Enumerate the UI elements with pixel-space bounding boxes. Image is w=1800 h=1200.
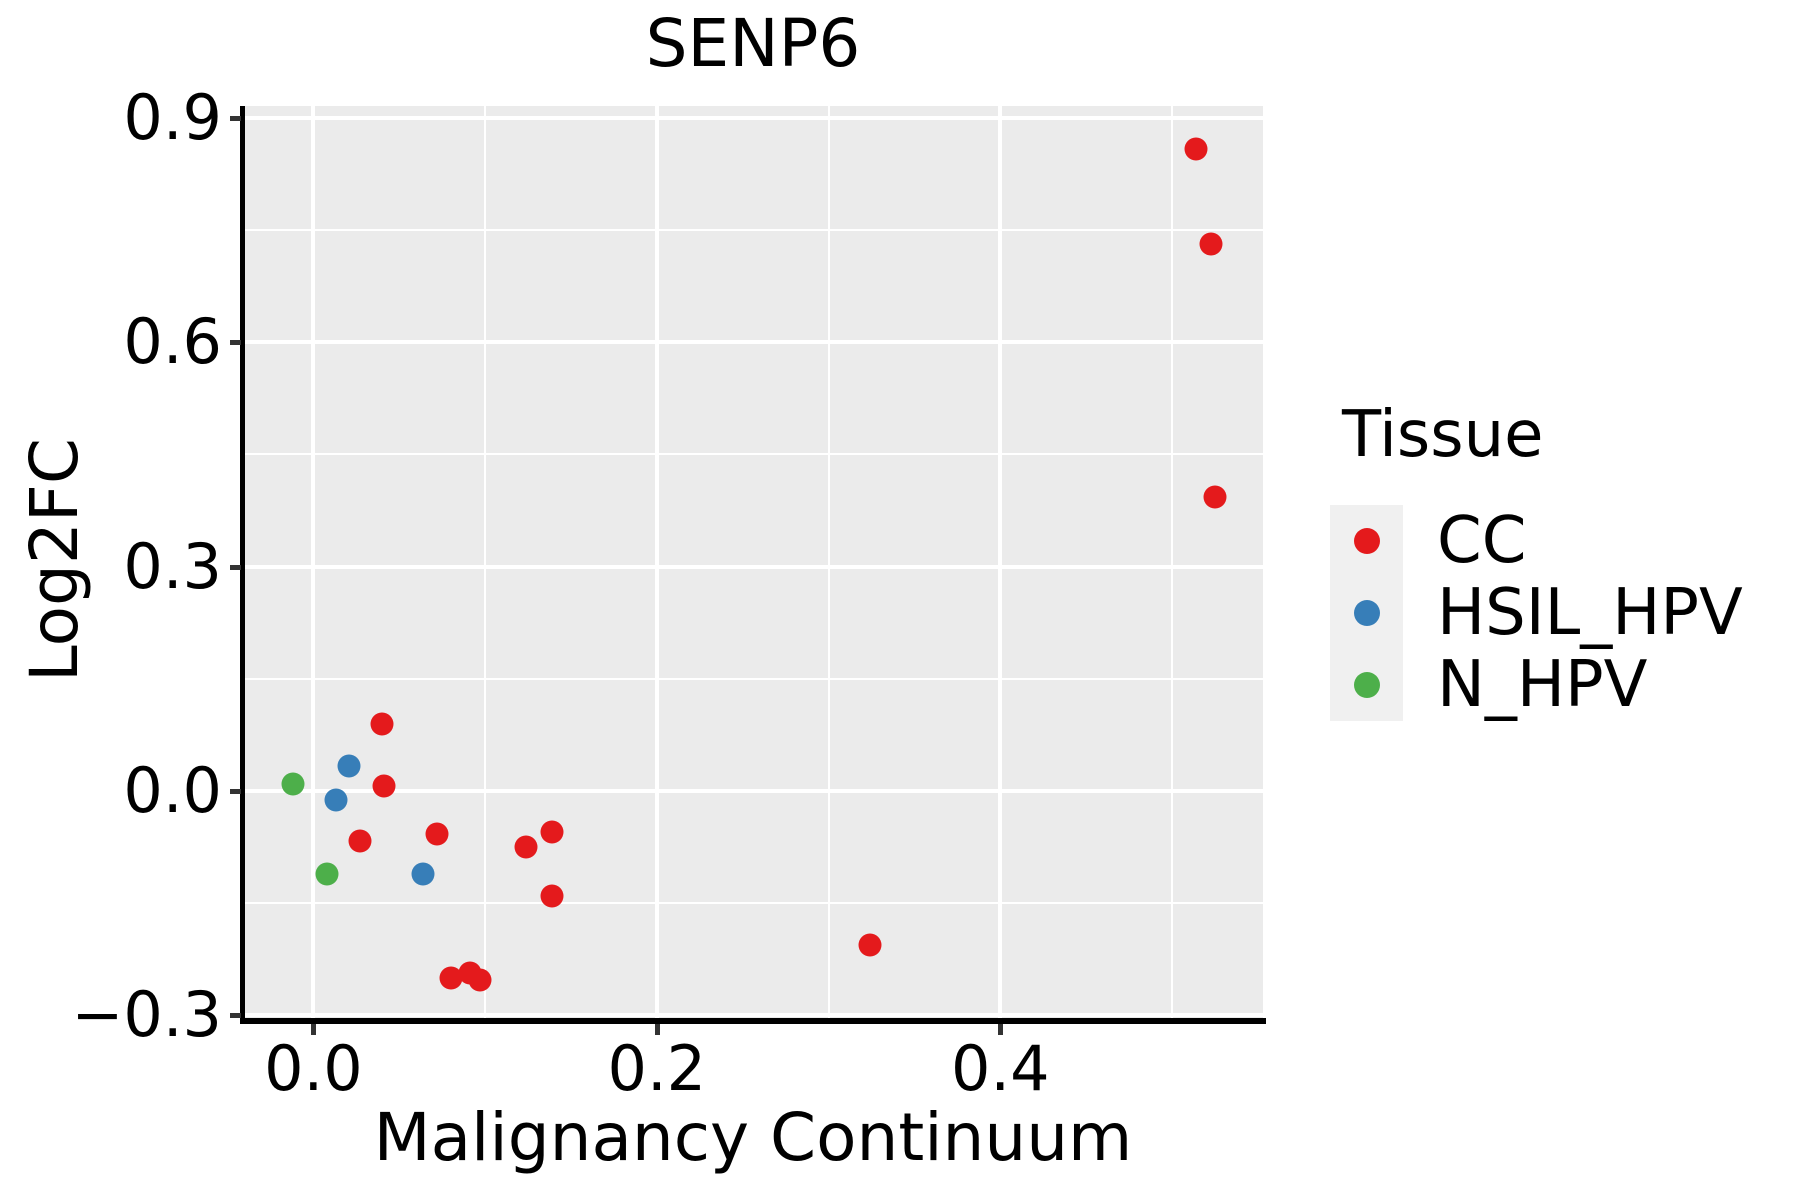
x-tick xyxy=(311,1024,317,1035)
chart-title: SENP6 xyxy=(645,5,861,82)
x-tick xyxy=(654,1024,660,1035)
y-tick-label: 0.9 xyxy=(123,80,222,154)
scatter-point-n_hpv xyxy=(281,772,305,796)
y-tick xyxy=(230,788,241,794)
y-minor-gridline xyxy=(243,677,1263,680)
legend-key xyxy=(1330,505,1403,577)
y-major-gridline xyxy=(243,340,1263,345)
legend-title: Tissue xyxy=(1342,398,1544,472)
scatter-point-cc xyxy=(468,968,492,992)
legend-label: HSIL_HPV xyxy=(1437,576,1743,650)
y-tick-label: 0.3 xyxy=(123,529,222,603)
legend-label: N_HPV xyxy=(1437,648,1648,722)
x-tick xyxy=(998,1024,1004,1035)
legend-item-cc: CC xyxy=(1330,505,1743,577)
plot-panel xyxy=(243,106,1263,1019)
y-major-gridline xyxy=(243,564,1263,569)
x-tick-label: 0.4 xyxy=(950,1032,1050,1105)
scatter-point-n_hpv xyxy=(315,862,339,886)
hsil-hpv-dot-icon xyxy=(1353,600,1380,626)
y-tick-label: −0.3 xyxy=(71,978,222,1052)
scatter-point-cc xyxy=(372,774,396,798)
scatter-point-cc xyxy=(1184,137,1208,161)
scatter-point-hsil_hpv xyxy=(324,788,348,812)
scatter-point-cc xyxy=(370,712,394,736)
x-tick-label: 0.0 xyxy=(264,1032,363,1105)
legend-item-hsil-hpv: HSIL_HPV xyxy=(1330,577,1743,649)
scatter-point-hsil_hpv xyxy=(411,862,435,886)
scatter-point-hsil_hpv xyxy=(337,754,361,778)
scatter-point-cc xyxy=(1203,485,1227,509)
n-hpv-dot-icon xyxy=(1353,672,1380,698)
x-major-gridline xyxy=(998,106,1003,1019)
y-minor-gridline xyxy=(243,229,1263,232)
y-major-gridline xyxy=(243,788,1263,793)
cc-dot-icon xyxy=(1353,528,1380,554)
x-minor-gridline xyxy=(827,106,830,1019)
y-tick-label: 0.6 xyxy=(123,305,222,379)
y-major-gridline xyxy=(243,115,1263,120)
y-axis-spine xyxy=(240,106,245,1024)
y-minor-gridline xyxy=(243,902,1263,905)
x-minor-gridline xyxy=(1170,106,1173,1019)
scatter-point-cc xyxy=(348,829,372,853)
y-tick xyxy=(230,1013,241,1019)
y-tick xyxy=(230,564,241,570)
x-minor-gridline xyxy=(484,106,487,1019)
y-minor-gridline xyxy=(243,453,1263,456)
y-major-gridline xyxy=(243,1013,1263,1018)
y-tick xyxy=(230,115,241,121)
y-tick-label: 0.0 xyxy=(123,753,222,827)
scatter-point-cc xyxy=(858,933,882,957)
scatter-point-cc xyxy=(425,822,449,846)
scatter-point-cc xyxy=(540,820,564,844)
legend-label: CC xyxy=(1437,504,1527,578)
scatter-point-cc xyxy=(540,884,564,908)
legend-items: CC HSIL_HPV N_HPV xyxy=(1330,505,1743,721)
x-major-gridline xyxy=(311,106,316,1019)
scatter-point-cc xyxy=(514,835,538,859)
x-axis-title: Malignancy Continuum xyxy=(373,1099,1133,1176)
legend-key xyxy=(1330,577,1403,649)
scatter-point-cc xyxy=(1199,232,1223,256)
scatter-point-cc xyxy=(439,966,463,990)
legend-key xyxy=(1330,649,1403,721)
legend-item-n-hpv: N_HPV xyxy=(1330,649,1743,721)
x-tick-label: 0.2 xyxy=(607,1032,707,1105)
y-tick xyxy=(230,340,241,346)
x-axis-spine xyxy=(240,1018,1266,1024)
x-major-gridline xyxy=(654,106,659,1019)
